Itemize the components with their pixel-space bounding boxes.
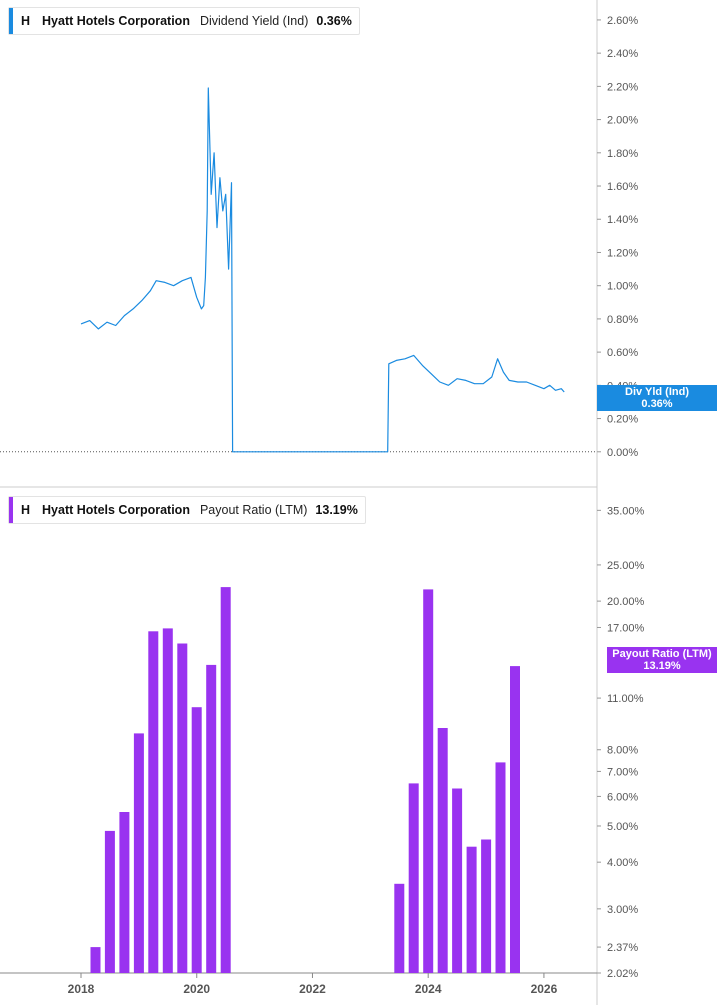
x-axis-tick-label: 2026 [531,982,558,996]
legend-ticker: H [21,14,31,28]
yield-tag-label: Div Yld (Ind) [625,386,689,398]
legend-payout-ratio[interactable]: H Hyatt Hotels Corporation Payout Ratio … [8,496,366,524]
payout-ratio-bar [408,783,419,973]
yield-axis-tick-label: 2.20% [607,81,638,93]
payout-ratio-bar [466,846,477,973]
payout-ratio-bar [162,628,173,973]
payout-ratio-bar [437,728,448,973]
yield-axis-tick-label: 2.40% [607,48,638,60]
payout-ratio-bar [394,883,405,973]
payout-axis-tick-label: 6.00% [607,791,638,803]
payout-ratio-bar [177,643,188,973]
yield-axis-tick-label: 0.20% [607,414,638,426]
payout-axis-tick-label: 7.00% [607,766,638,778]
payout-axis-tick-label: 25.00% [607,560,645,572]
payout-ratio-bar [119,812,130,973]
yield-axis-tick-label: 2.00% [607,115,638,127]
x-axis-tick-label: 2018 [68,982,95,996]
x-axis-tick-label: 2024 [415,982,442,996]
legend-ticker: H [21,503,31,517]
payout-last-value-tag: Payout Ratio (LTM) 13.19% [607,647,717,673]
payout-axis-tick-label: 8.00% [607,745,638,757]
payout-axis-tick-label: 2.37% [607,942,638,954]
yield-axis-tick-label: 1.40% [607,214,638,226]
legend-metric-value: 13.19% [315,503,358,517]
legend-metric-name: Dividend Yield (Ind) [199,14,309,28]
payout-axis-tick-label: 3.00% [607,904,638,916]
payout-ratio-bar [510,666,520,973]
dividend-yield-line [80,87,565,453]
payout-tag-label: Payout Ratio (LTM) [612,648,712,660]
yield-axis-tick-label: 1.80% [607,148,638,160]
legend-company-name: Hyatt Hotels Corporation [42,14,190,28]
payout-axis-tick-label: 4.00% [607,857,638,869]
payout-ratio-bar [133,733,144,973]
yield-axis-tick-label: 1.00% [607,281,638,293]
payout-axis-tick-label: 5.00% [607,821,638,833]
legend-metric-name: Payout Ratio (LTM) [199,503,308,517]
x-axis-tick-label: 2022 [299,982,326,996]
payout-ratio-bar [90,947,101,973]
yield-axis-tick-label: 0.80% [607,314,638,326]
yield-axis-tick-label: 2.60% [607,15,638,27]
yield-axis-tick-label: 1.20% [607,247,638,259]
payout-ratio-bar [148,631,159,973]
legend-dividend-yield[interactable]: H Hyatt Hotels Corporation Dividend Yiel… [8,7,360,35]
payout-axis-tick-label: 11.00% [607,693,644,705]
payout-ratio-bar [220,587,231,973]
yield-axis-tick-label: 0.60% [607,347,638,359]
payout-axis-tick-label: 20.00% [607,596,645,608]
yield-tag-value: 0.36% [641,398,673,410]
payout-axis-tick-label: 2.02% [607,968,638,980]
payout-ratio-bar [495,762,506,973]
payout-ratio-bar [423,589,434,973]
payout-ratio-bar [191,707,202,973]
payout-ratio-bar [452,788,463,973]
legend-metric-value: 0.36% [316,14,352,28]
yield-last-value-tag: Div Yld (Ind) 0.36% [597,385,717,411]
payout-ratio-bar [206,664,217,973]
yield-axis-tick-label: 1.60% [607,181,638,193]
legend-color-swatch [9,497,13,523]
x-axis-tick-label: 2020 [183,982,210,996]
payout-axis-tick-label: 17.00% [607,622,645,634]
legend-color-swatch [9,8,13,34]
payout-tag-value: 13.19% [643,660,681,672]
payout-axis-tick-label: 35.00% [607,505,645,517]
payout-ratio-bar [104,830,115,973]
yield-axis-tick-label: 0.00% [607,447,638,459]
legend-company-name: Hyatt Hotels Corporation [42,503,190,517]
payout-ratio-bar [481,839,492,973]
